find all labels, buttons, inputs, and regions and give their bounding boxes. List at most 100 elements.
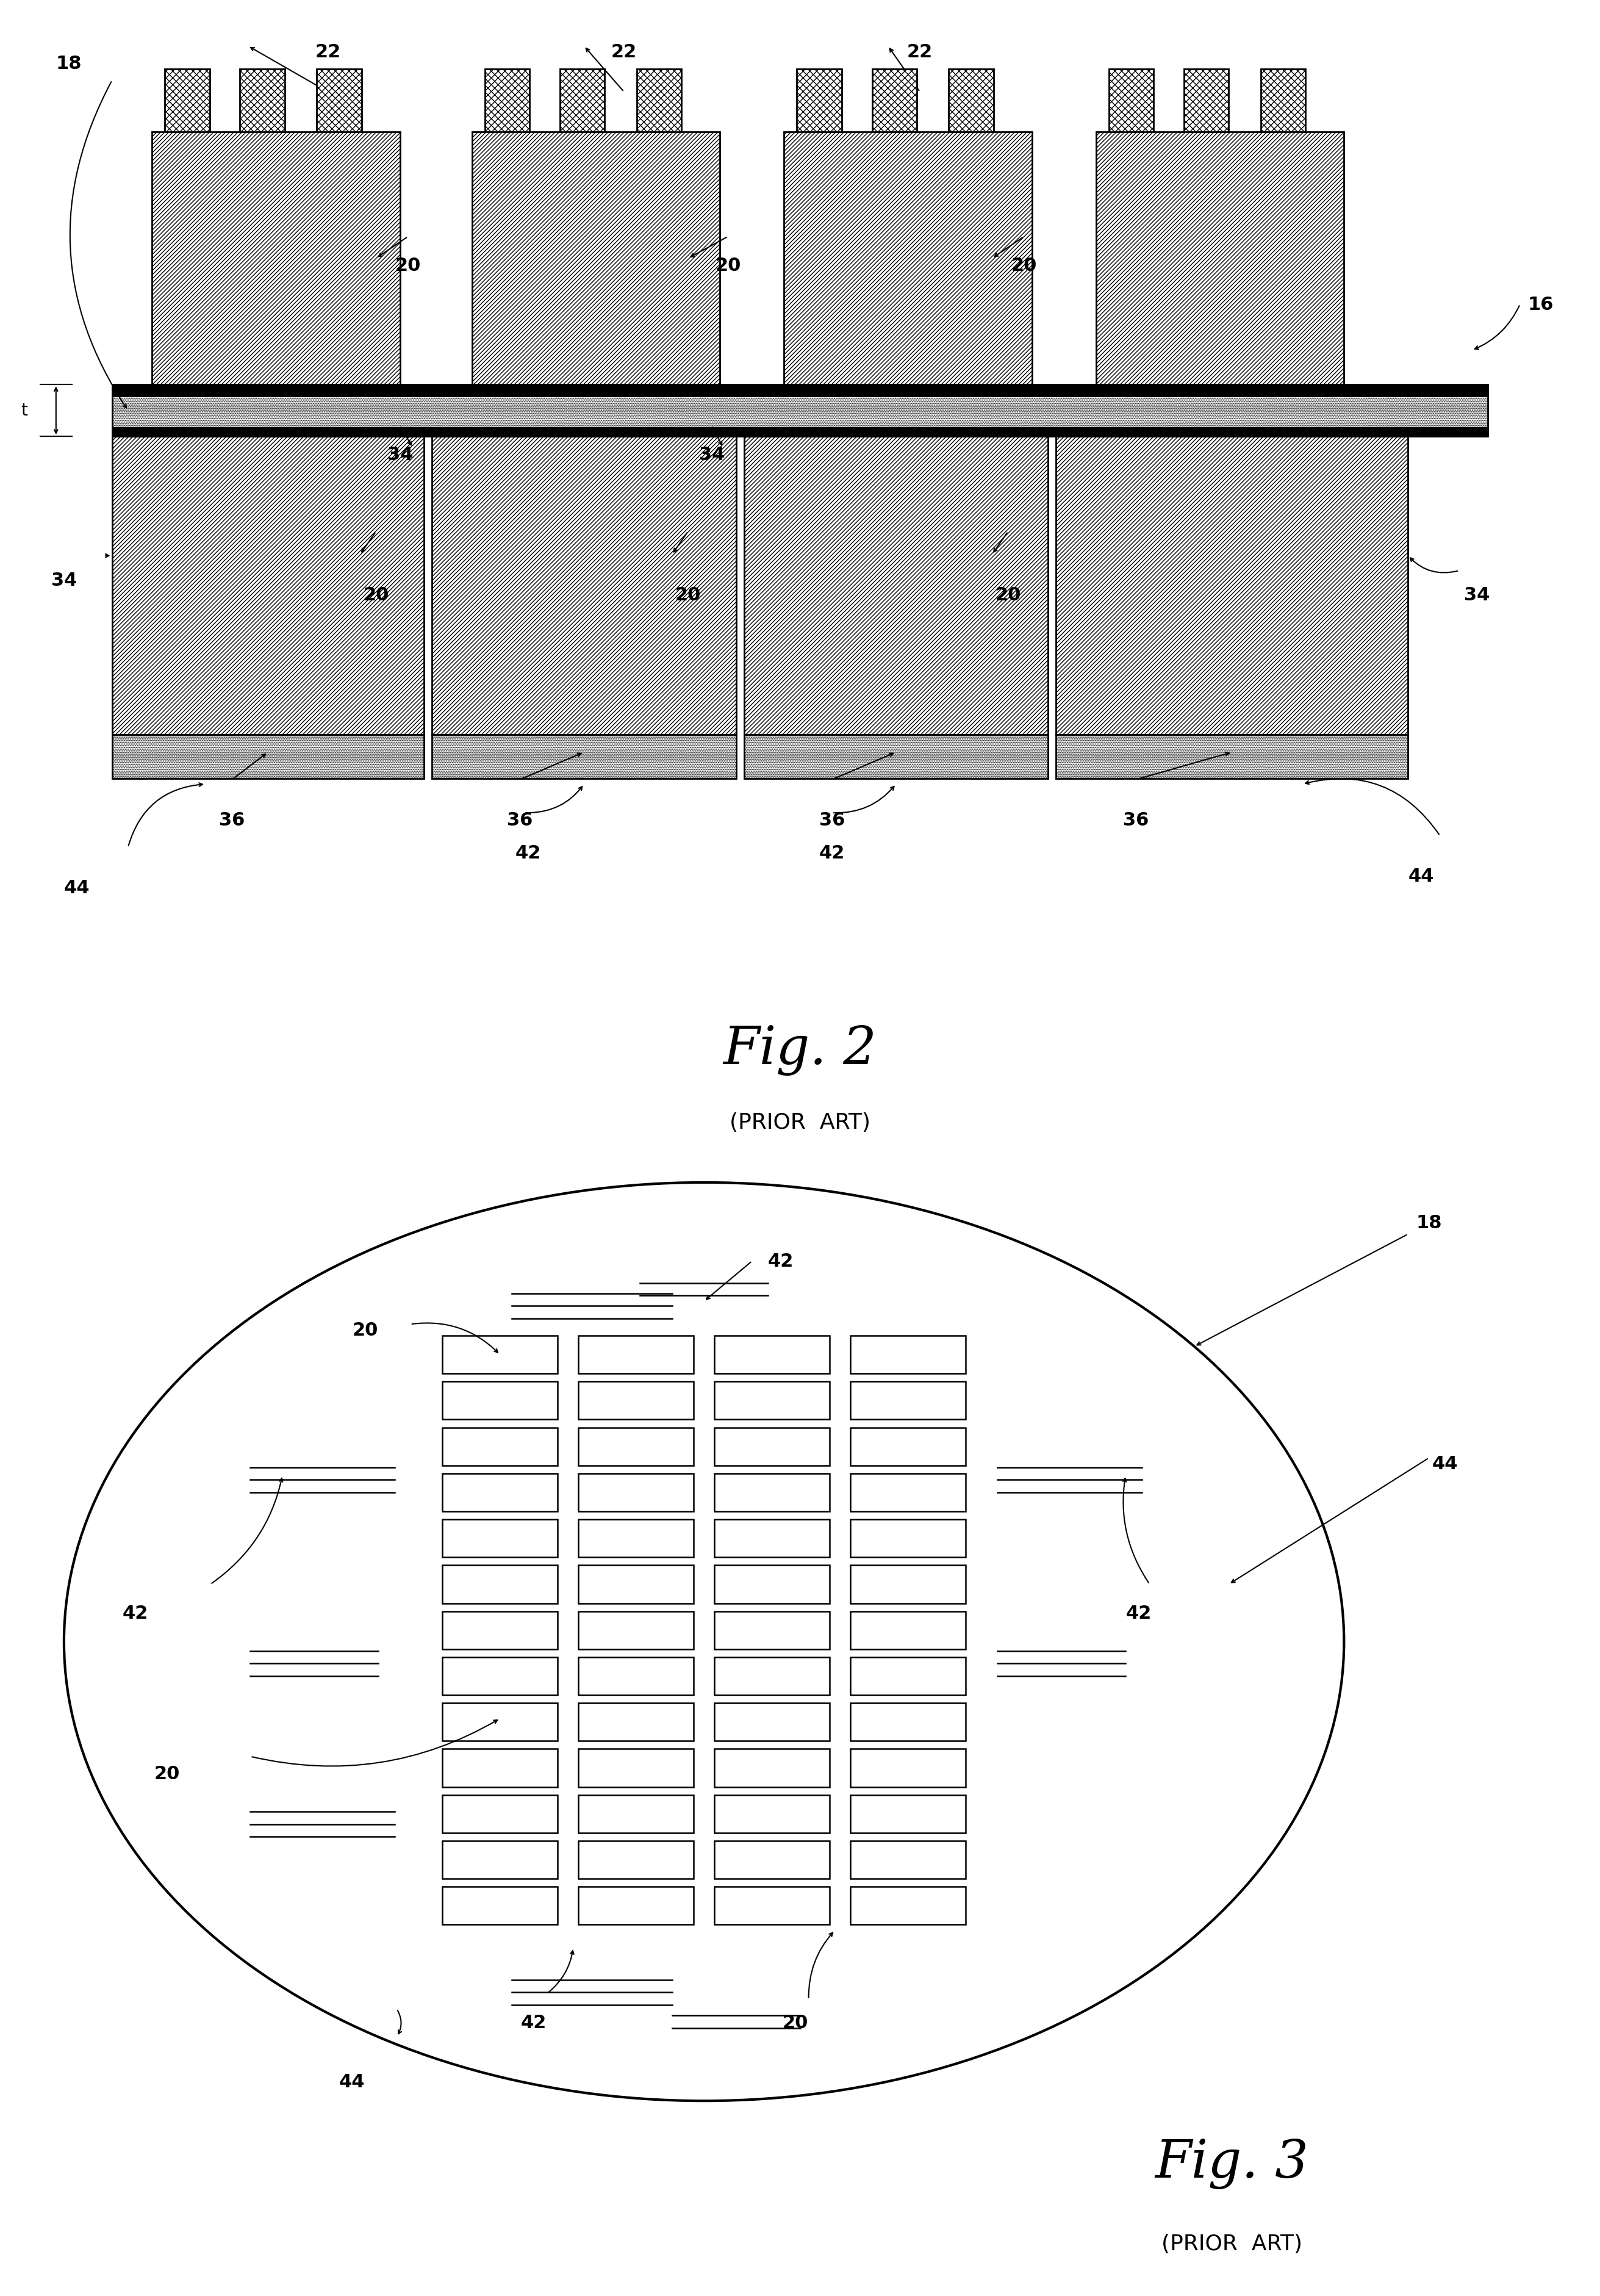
Bar (165, 69, 210, 131)
Text: (PRIOR  ART): (PRIOR ART) (730, 1111, 870, 1134)
Bar (851, 1658, 966, 1694)
Text: 36: 36 (1123, 810, 1149, 829)
Bar (1109, 69, 1154, 131)
Bar (442, 1474, 558, 1511)
Bar (1261, 69, 1306, 131)
Bar (165, 69, 210, 131)
Bar (872, 69, 917, 131)
Bar (784, 131, 1032, 383)
Text: 44: 44 (1432, 1456, 1458, 1474)
Bar (112, 735, 424, 778)
Bar (744, 735, 1048, 778)
Text: 20: 20 (363, 585, 389, 604)
Bar (714, 1382, 829, 1419)
Bar (744, 436, 1048, 735)
Bar (432, 735, 736, 778)
Bar (579, 1841, 694, 1878)
Bar (472, 131, 720, 383)
Bar (714, 1474, 829, 1511)
Bar (1056, 735, 1408, 778)
Bar (637, 69, 682, 131)
Bar (152, 131, 400, 383)
Bar (112, 383, 1488, 436)
Bar (1261, 69, 1306, 131)
Bar (579, 1795, 694, 1832)
Bar (442, 1795, 558, 1832)
Bar (714, 1566, 829, 1603)
Bar (851, 1887, 966, 1924)
Text: Fig. 3: Fig. 3 (1155, 2138, 1309, 2190)
Bar (112, 383, 1488, 397)
Text: 22: 22 (315, 44, 341, 62)
Text: 20: 20 (395, 257, 421, 276)
Bar (714, 1336, 829, 1373)
Bar (579, 1474, 694, 1511)
Bar (432, 436, 736, 735)
Bar (744, 436, 1048, 735)
Bar (432, 735, 736, 778)
Bar (432, 436, 736, 735)
Bar (579, 1750, 694, 1786)
Bar (240, 69, 285, 131)
Bar (442, 1658, 558, 1694)
Text: 42: 42 (1125, 1605, 1152, 1623)
Bar (112, 436, 424, 735)
Bar (851, 1612, 966, 1649)
Bar (112, 735, 424, 778)
Bar (714, 1520, 829, 1557)
Bar (579, 1704, 694, 1740)
Bar (579, 1336, 694, 1373)
Text: 44: 44 (339, 2073, 365, 2092)
Bar (637, 69, 682, 131)
Bar (851, 1428, 966, 1465)
Bar (442, 1612, 558, 1649)
Text: 20: 20 (1011, 257, 1037, 276)
Bar (851, 1336, 966, 1373)
Bar (714, 1658, 829, 1694)
Text: 20: 20 (352, 1322, 379, 1339)
Bar (560, 69, 605, 131)
Text: 34: 34 (1464, 585, 1490, 604)
Bar (851, 1566, 966, 1603)
Bar (317, 69, 362, 131)
Text: 36: 36 (219, 810, 245, 829)
Bar (851, 1474, 966, 1511)
Bar (784, 131, 1032, 383)
Text: 44: 44 (64, 879, 90, 898)
Text: 36: 36 (507, 810, 533, 829)
Circle shape (64, 1182, 1344, 2101)
Bar (317, 69, 362, 131)
Bar (485, 69, 530, 131)
Text: t: t (21, 402, 27, 418)
Bar (714, 1612, 829, 1649)
Text: 42: 42 (819, 845, 845, 863)
Text: 20: 20 (995, 585, 1021, 604)
Bar (485, 69, 530, 131)
Bar (442, 1704, 558, 1740)
Bar (442, 1382, 558, 1419)
Bar (872, 69, 917, 131)
Bar (112, 436, 424, 735)
Bar (851, 1382, 966, 1419)
Bar (744, 735, 1048, 778)
Bar (714, 1841, 829, 1878)
Text: 34: 34 (387, 445, 413, 464)
Bar (714, 1795, 829, 1832)
Bar (112, 397, 1488, 427)
Bar (240, 69, 285, 131)
Bar (1056, 436, 1408, 735)
Bar (579, 1658, 694, 1694)
Text: 20: 20 (782, 2014, 808, 2032)
Text: 22: 22 (907, 44, 933, 62)
Bar (442, 1566, 558, 1603)
Bar (579, 1520, 694, 1557)
Text: 44: 44 (1408, 868, 1434, 886)
Text: (PRIOR  ART): (PRIOR ART) (1162, 2234, 1302, 2255)
Bar (152, 131, 400, 383)
Bar (714, 1428, 829, 1465)
Bar (1184, 69, 1229, 131)
Bar (579, 1382, 694, 1419)
Bar (442, 1520, 558, 1557)
Text: 16: 16 (1528, 296, 1554, 315)
Bar (442, 1887, 558, 1924)
